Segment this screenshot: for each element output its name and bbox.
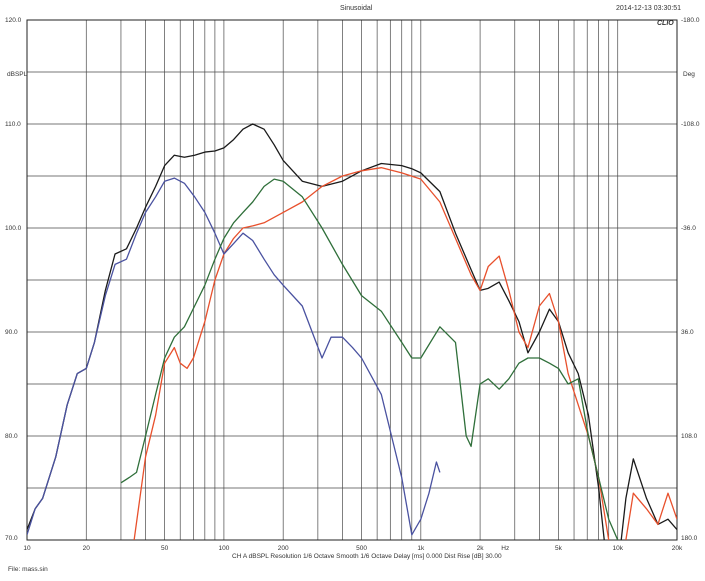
series-line-4 <box>120 178 619 540</box>
timestamp: 2014-12-13 03:30:51 <box>616 5 681 12</box>
grid <box>26 19 678 541</box>
series-line-3 <box>27 177 441 536</box>
x-tick-label: 200 <box>278 545 289 552</box>
y2-tick-label: 108.0 <box>681 433 698 440</box>
x-tick-label: 2k <box>477 545 485 552</box>
y2-tick-label: -180.0 <box>681 17 700 24</box>
series-line-1 <box>27 123 677 540</box>
y-tick-label: 100.0 <box>5 225 22 232</box>
x-tick-label: 10 <box>23 545 31 552</box>
y-axis-label: dBSPL <box>7 71 28 78</box>
y2-tick-label: -36.0 <box>681 225 696 232</box>
x-tick-label: 50 <box>161 545 169 552</box>
x-tick-label: 20k <box>672 545 683 552</box>
series-line-2 <box>133 167 677 540</box>
y2-tick-label: 180.0 <box>681 535 698 542</box>
x-axis-label: Hz <box>501 545 509 552</box>
brand-logo: CLIO <box>657 20 674 27</box>
axes: 70.0 80.0 90.0 100.0 110.0 120.0 180.0 108.0 36.… <box>5 17 700 552</box>
x-tick-label: 5k <box>555 545 563 552</box>
y-tick-label: 110.0 <box>5 121 21 128</box>
y2-axis-label: Deg <box>683 71 695 78</box>
plot-frame <box>26 19 678 541</box>
y-tick-label: 80.0 <box>5 433 18 440</box>
status-line: CH A dBSPL Resolution 1/6 Octave Smooth … <box>232 553 502 560</box>
chart-title: Sinusoidal <box>340 5 373 12</box>
x-tick-label: 10k <box>612 545 623 552</box>
x-tick-label: 500 <box>356 545 367 552</box>
y-tick-label: 120.0 <box>5 17 22 24</box>
file-name: File: mass.sin <box>8 566 48 573</box>
x-tick-label: 20 <box>83 545 91 552</box>
y2-tick-label: 36.0 <box>681 329 694 336</box>
x-tick-label: 100 <box>218 545 229 552</box>
y2-tick-label: -108.0 <box>681 121 700 128</box>
y-tick-label: 70.0 <box>5 535 18 542</box>
y-tick-label: 90.0 <box>5 329 18 336</box>
x-tick-label: 1k <box>417 545 425 552</box>
series-layer <box>27 123 677 540</box>
